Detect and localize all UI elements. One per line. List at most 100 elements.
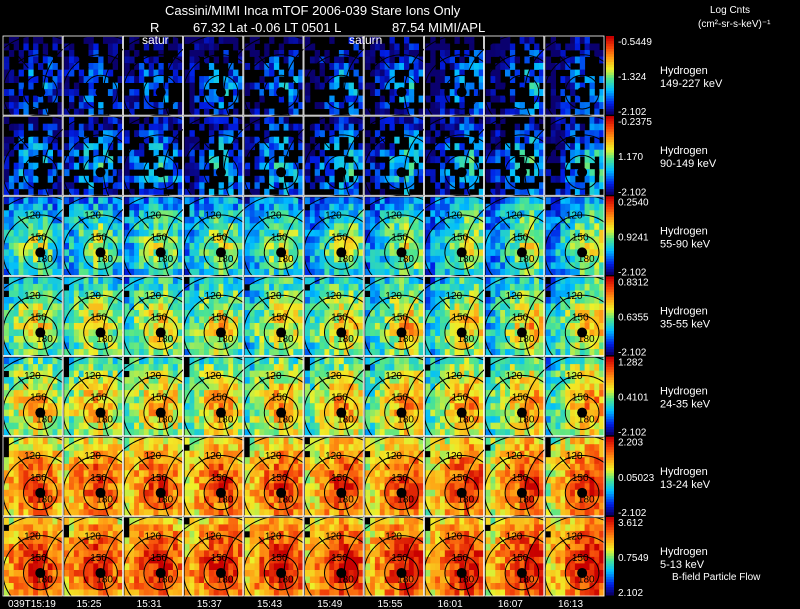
heatmap-cell [358, 102, 364, 109]
heatmap-cell [404, 37, 410, 44]
heatmap-cell [28, 216, 34, 224]
heatmap-cell [514, 336, 520, 343]
heatmap-cell [238, 82, 244, 90]
heatmap-cell [283, 323, 289, 330]
heatmap-cell [413, 323, 419, 330]
heatmap-cell [545, 323, 552, 330]
heatmap-cell [319, 262, 325, 270]
heatmap-cell [399, 316, 405, 324]
heatmap-cell [469, 169, 475, 177]
heatmap-cell [464, 188, 470, 196]
heatmap-cell [288, 82, 294, 90]
heatmap-cell [408, 336, 415, 343]
heatmap-cell [189, 108, 195, 116]
heatmap-cell [594, 229, 600, 237]
heatmap-cell [599, 76, 605, 83]
heatmap-cell [69, 336, 75, 343]
heatmap-cell [579, 236, 586, 244]
heatmap-cell [23, 249, 29, 257]
heatmap-cell [343, 123, 350, 131]
heatmap-cell [264, 188, 270, 196]
heatmap-cell [560, 197, 566, 205]
heatmap-cell [249, 108, 255, 116]
heatmap-cell [223, 82, 229, 90]
heatmap-cell [394, 242, 400, 250]
heatmap-cell [459, 268, 465, 276]
heatmap-cell [288, 188, 294, 196]
heatmap-cell [560, 262, 566, 270]
heatmap-cell [374, 182, 381, 190]
heatmap-cell [555, 63, 561, 70]
heatmap-cell [365, 82, 371, 90]
flow-vector [439, 55, 451, 69]
heatmap-cell [550, 175, 556, 183]
heatmap-cell [148, 290, 154, 298]
heatmap-cell [194, 255, 200, 263]
heatmap-cell [394, 175, 400, 183]
heatmap-cell [107, 69, 114, 77]
heatmap-cell [454, 262, 460, 270]
heatmap-cell [353, 336, 359, 343]
heatmap-cell [584, 130, 590, 138]
heatmap-cell [584, 329, 590, 337]
heatmap-cell [539, 336, 545, 343]
heatmap-cell [309, 76, 316, 83]
heatmap-cell [589, 89, 595, 96]
heatmap-cell [83, 76, 89, 83]
heatmap-cell [23, 102, 29, 109]
heatmap-cell [52, 89, 58, 96]
heatmap-cell [550, 117, 556, 124]
heatmap-cell [514, 316, 520, 324]
heatmap-cell [545, 210, 552, 218]
heatmap-cell [163, 89, 169, 96]
contour-ring [323, 74, 359, 110]
heatmap-cell [584, 50, 590, 57]
heatmap-cell [473, 143, 480, 151]
heatmap-cell [23, 43, 29, 51]
heatmap-cell [524, 69, 530, 77]
heatmap-cell [42, 249, 49, 257]
heatmap-cell [73, 63, 80, 70]
colorbar-segment [606, 219, 614, 223]
heatmap-cell [73, 108, 80, 116]
heatmap-cell [218, 197, 224, 205]
heatmap-cell [534, 236, 540, 244]
heatmap-cell [83, 268, 89, 276]
heatmap-cell [495, 123, 501, 131]
heatmap-cell [505, 37, 511, 44]
heatmap-cell [259, 149, 265, 157]
heatmap-cell [28, 117, 34, 124]
heatmap-cell [4, 56, 10, 64]
heatmap-cell [358, 277, 364, 285]
heatmap-cell [112, 223, 118, 231]
heatmap-cell [298, 342, 304, 350]
contour-ring [83, 74, 118, 110]
heatmap-cell [319, 162, 325, 170]
heatmap-cell [218, 188, 224, 196]
heatmap-cell [223, 277, 229, 285]
heatmap-cell [514, 323, 520, 330]
heatmap-cell [430, 303, 436, 311]
heatmap-cell [353, 329, 359, 337]
heatmap-cell [189, 255, 195, 263]
heatmap-cell [430, 310, 436, 317]
heatmap-cell [259, 262, 265, 270]
heatmap-cell [254, 268, 260, 276]
heatmap-cell [459, 102, 465, 109]
heatmap-cell [500, 290, 506, 298]
heatmap-cell [353, 156, 359, 164]
heatmap-cell [550, 43, 556, 51]
heatmap-cell [13, 236, 19, 244]
heatmap-cell [305, 236, 311, 244]
heatmap-cell [418, 229, 424, 237]
heatmap-cell [565, 188, 571, 196]
heatmap-cell [459, 336, 465, 343]
heatmap-cell [570, 197, 576, 205]
heatmap-cell [459, 182, 465, 190]
heatmap-cell [42, 310, 49, 317]
contour-label: 150 [271, 313, 288, 324]
heatmap-cell [478, 342, 485, 350]
heatmap-cell [83, 149, 89, 157]
heatmap-cell [163, 95, 169, 103]
heatmap-cell [379, 76, 386, 83]
